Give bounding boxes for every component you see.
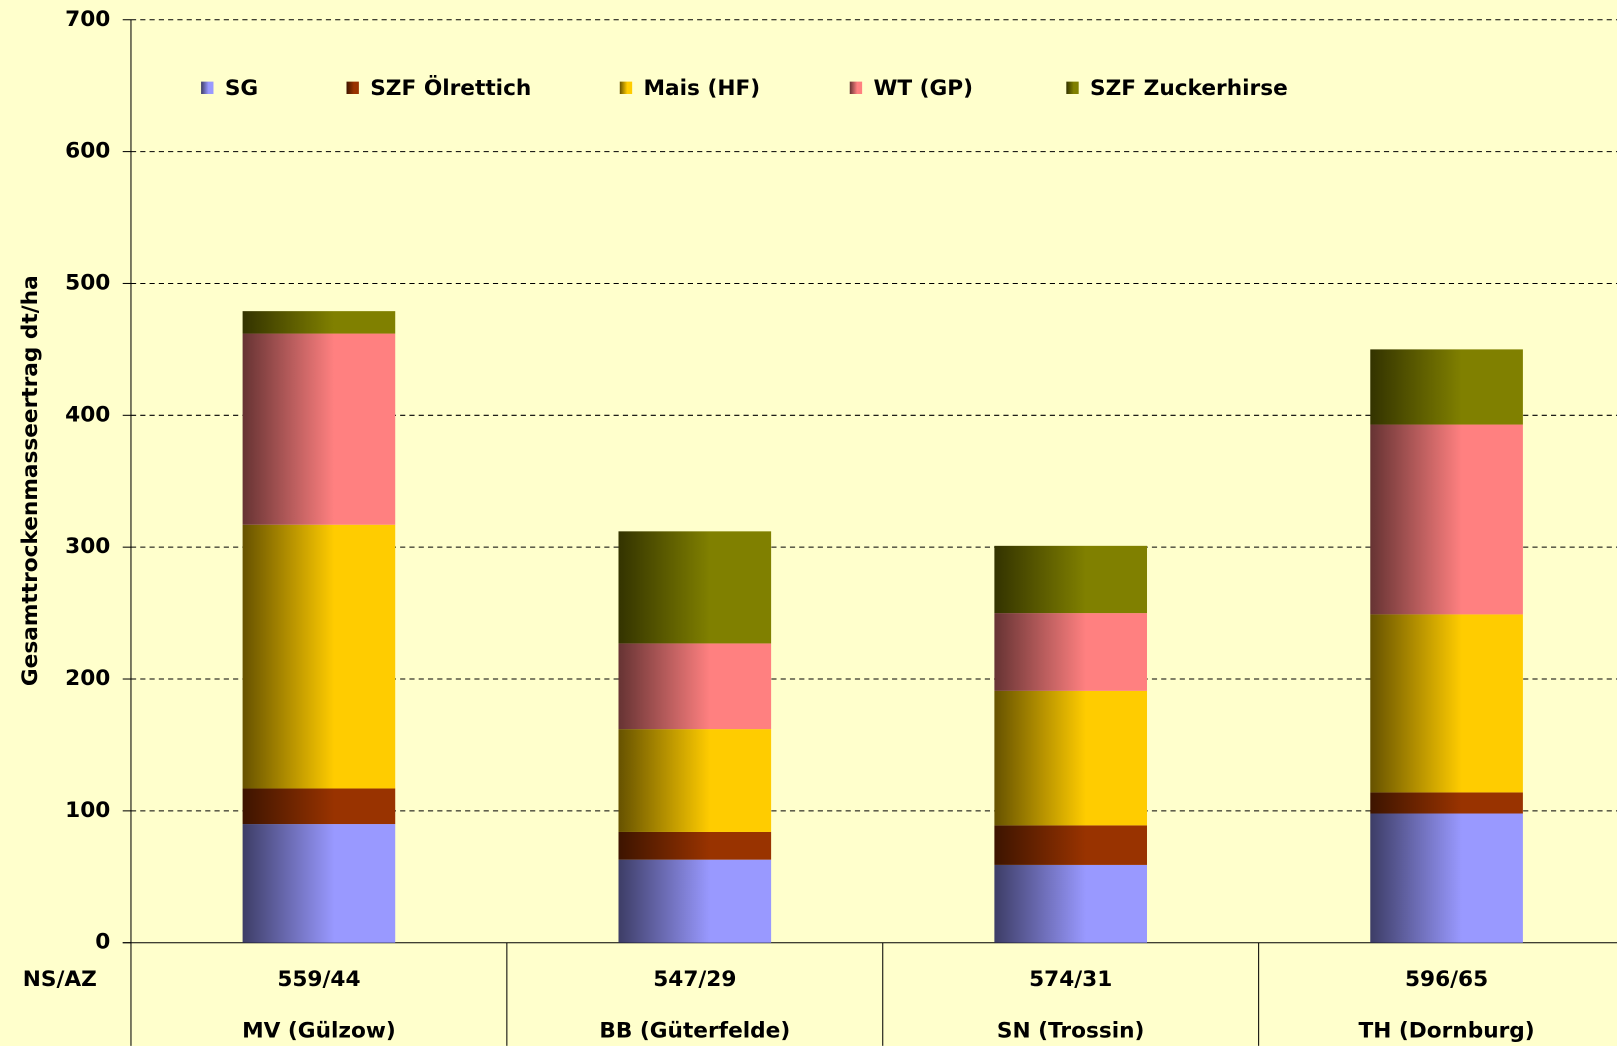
bar-segment [994, 864, 1148, 943]
bar-segment [994, 825, 1148, 865]
legend-label: WT (GP) [873, 76, 973, 101]
bar-segment [618, 859, 772, 943]
bar-segment [242, 788, 396, 825]
legend-marker [1066, 81, 1079, 94]
ns-az-label: 574/31 [1029, 967, 1112, 992]
bar-segment [1370, 349, 1523, 425]
bar-segment [242, 824, 396, 943]
bar-segment [618, 831, 772, 860]
legend-marker [849, 81, 863, 94]
legend-marker [619, 81, 633, 94]
legend-label: Mais (HF) [644, 76, 761, 101]
y-tick-label: 0 [95, 930, 110, 955]
y-tick-label: 300 [65, 534, 110, 559]
legend-label: SZF Zuckerhirse [1090, 76, 1288, 101]
bar-segment [242, 333, 396, 525]
bar-segment [994, 613, 1148, 691]
legend-marker [201, 81, 214, 94]
bar-segment [1370, 813, 1523, 943]
y-tick-label: 100 [65, 798, 110, 823]
y-tick-label: 700 [65, 7, 110, 32]
bar-segment [242, 524, 396, 789]
y-tick-label: 200 [65, 666, 110, 691]
x-tick-label: BB (Güterfelde) [599, 1018, 790, 1043]
bar-segment [994, 545, 1148, 614]
y-tick-label: 600 [65, 139, 110, 164]
x-tick-label: MV (Gülzow) [242, 1018, 396, 1043]
y-axis-title: Gesamttrockenmasseertrag dt/ha [18, 275, 43, 686]
ns-az-label: 596/65 [1405, 967, 1488, 992]
bar-segment [994, 690, 1148, 826]
legend-marker [346, 81, 359, 94]
bar-segment [1370, 792, 1523, 814]
row-label: NS/AZ [23, 967, 97, 992]
legend-label: SG [225, 76, 258, 101]
bar-segment [1370, 424, 1523, 615]
bar-segment [242, 311, 396, 334]
ns-az-label: 559/44 [277, 967, 360, 992]
y-tick-label: 500 [65, 270, 110, 295]
bar-segment [618, 643, 772, 730]
x-tick-label: TH (Dornburg) [1359, 1018, 1535, 1043]
ns-az-label: 547/29 [653, 967, 736, 992]
bar-segment [1370, 614, 1523, 793]
bar-segment [618, 729, 772, 832]
y-tick-label: 400 [65, 402, 110, 427]
bar-segment [618, 531, 772, 644]
legend-label: SZF Ölrettich [370, 75, 531, 101]
x-tick-label: SN (Trossin) [997, 1018, 1145, 1043]
